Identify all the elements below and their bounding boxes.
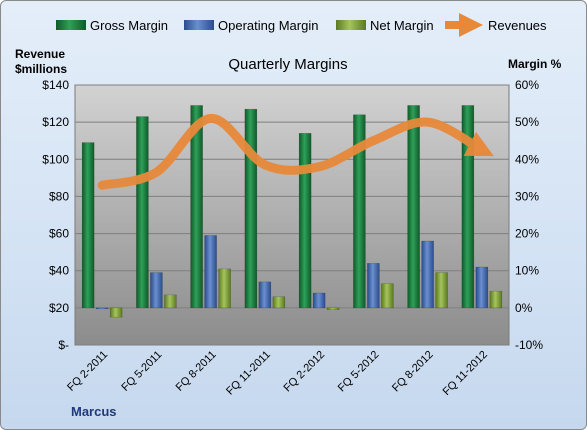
- bar-net-margin: [164, 294, 177, 309]
- left-tick-label: $140: [42, 78, 69, 92]
- revenue-line: [97, 113, 494, 190]
- right-tick-label: 10%: [515, 264, 539, 278]
- legend: Gross Margin Operating Margin Net Margin…: [56, 13, 547, 37]
- left-tick-label: $20: [49, 301, 69, 315]
- category-label: FQ 2-2011: [65, 349, 110, 394]
- right-tick-label: 40%: [515, 152, 539, 166]
- left-axis-title-line2: $millions: [15, 62, 67, 76]
- legend-item-revenues: Revenues: [445, 13, 547, 37]
- bar-net-margin: [218, 268, 231, 309]
- right-axis-title: Margin %: [508, 57, 562, 71]
- right-tick-label: 30%: [515, 189, 539, 203]
- left-tick-label: $120: [42, 115, 69, 129]
- bar-net-margin: [489, 290, 503, 309]
- bar-gross-margin: [81, 142, 95, 309]
- left-tick-label: $60: [49, 227, 69, 241]
- bar-operating-margin: [204, 235, 217, 309]
- left-tick-label: $80: [49, 189, 69, 203]
- bar-operating-margin: [367, 263, 380, 309]
- bar-operating-margin: [475, 266, 489, 309]
- bar-gross-margin: [298, 133, 312, 309]
- bar-net-margin: [326, 307, 340, 310]
- bar-operating-margin: [421, 240, 434, 309]
- category-label: FQ 5-2011: [119, 349, 164, 394]
- bar-operating-margin: [258, 281, 272, 309]
- legend-item-operating-margin: Operating Margin: [184, 18, 318, 33]
- right-tick-label: 20%: [515, 227, 539, 241]
- category-label: FQ 11-2012: [441, 349, 490, 398]
- bar-net-margin: [109, 307, 123, 318]
- legend-label-revenues: Revenues: [488, 18, 547, 33]
- bar-net-margin: [435, 272, 448, 309]
- right-tick-label: 50%: [515, 115, 539, 129]
- left-tick-label: $100: [42, 152, 69, 166]
- legend-item-gross-margin: Gross Margin: [56, 18, 168, 33]
- left-tick-label: $-: [58, 338, 69, 352]
- legend-swatch-gross-margin: [56, 20, 86, 30]
- bar-net-margin: [381, 283, 394, 309]
- right-tick-label: -10%: [515, 338, 543, 352]
- left-axis-ticks: $- $20 $40 $60 $80 $100 $120 $140: [42, 78, 69, 352]
- category-label: FQ 11-2011: [224, 349, 273, 398]
- bar-gross-margin: [244, 108, 258, 309]
- right-axis-ticks: -10% 0% 10% 20% 30% 40% 50% 60%: [515, 78, 543, 352]
- bar-net-margin: [272, 296, 286, 309]
- bar-gross-margin: [353, 114, 366, 309]
- left-tick-label: $40: [49, 264, 69, 278]
- legend-label-net-margin: Net Margin: [370, 18, 434, 33]
- bar-operating-margin: [312, 292, 326, 309]
- chart-title: Quarterly Margins: [228, 56, 347, 73]
- revenue-line-path: [97, 113, 494, 190]
- right-tick-label: 60%: [515, 78, 539, 92]
- bar-gross-margin: [136, 116, 149, 309]
- author-label: Marcus: [71, 404, 117, 419]
- left-axis-title-line1: Revenue: [15, 47, 65, 61]
- legend-swatch-net-margin: [336, 20, 366, 30]
- category-label: FQ 5-2012: [336, 349, 382, 395]
- legend-label-gross-margin: Gross Margin: [90, 18, 168, 33]
- bar-gross-margin: [190, 105, 203, 309]
- legend-label-operating-margin: Operating Margin: [218, 18, 318, 33]
- bar-operating-margin: [95, 307, 109, 310]
- category-label: FQ 2-2012: [282, 349, 328, 395]
- legend-item-net-margin: Net Margin: [336, 18, 434, 33]
- legend-swatch-operating-margin: [184, 20, 214, 30]
- bar-operating-margin: [150, 272, 163, 309]
- bars: [81, 105, 503, 318]
- category-label: FQ 8-2012: [390, 349, 436, 395]
- category-labels: FQ 2-2011 FQ 5-2011 FQ 8-2011 FQ 11-2011 FQ …: [65, 349, 490, 398]
- right-tick-label: 0%: [515, 301, 533, 315]
- bar-gross-margin: [407, 105, 420, 309]
- category-label: FQ 8-2011: [174, 349, 219, 394]
